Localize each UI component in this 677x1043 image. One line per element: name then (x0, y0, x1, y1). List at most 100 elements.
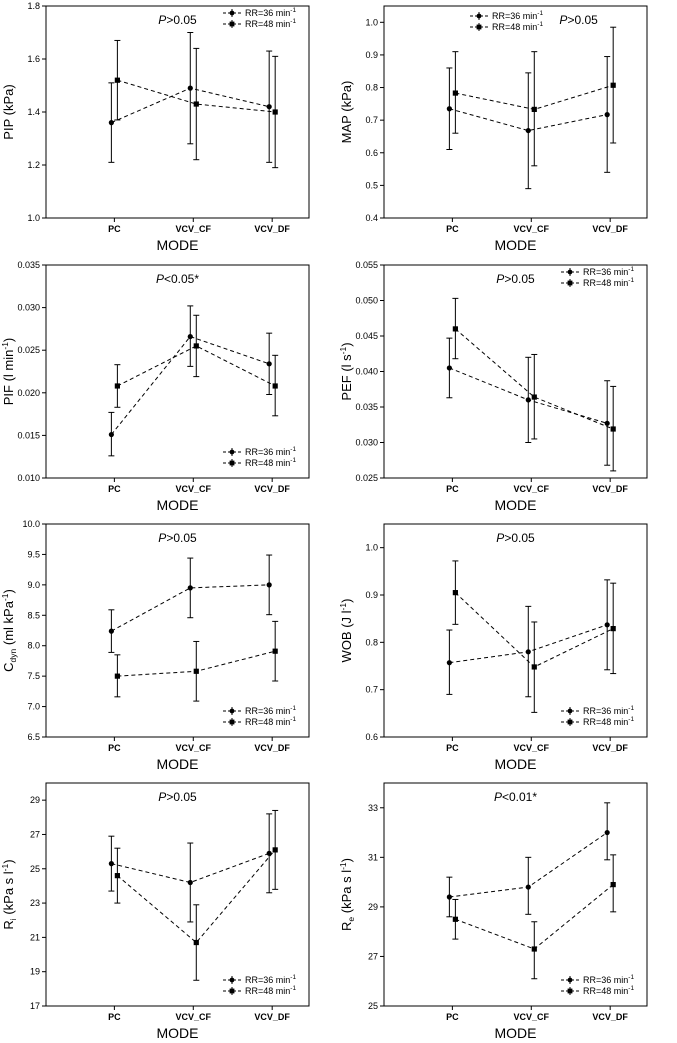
re-legend: RR=36 min-1RR=48 min-1 (561, 974, 634, 996)
pip-point-square (272, 109, 278, 115)
wob-legend: RR=36 min-1RR=48 min-1 (561, 705, 634, 727)
pef-legend-label: RR=48 min-1 (583, 277, 634, 288)
map-ytick-label: 0.4 (365, 213, 378, 223)
re-point-square (610, 881, 616, 888)
map-legend-circle (476, 13, 482, 19)
re-ytick-label: 27 (368, 951, 378, 961)
wob-point-square (610, 626, 616, 632)
wob-point-circle (604, 622, 610, 628)
cdyn-ytick-label: 8.5 (27, 610, 40, 620)
cdyn-legend-label: RR=48 min-1 (245, 716, 296, 727)
cdyn-legend-circle (229, 708, 235, 714)
ri-ytick-label: 21 (30, 932, 40, 942)
ri-legend-label: RR=48 min-1 (245, 985, 296, 996)
pip-xtick-label: VCV_DF (254, 224, 290, 234)
pif-ytick-label: 0.025 (17, 345, 40, 355)
pef-y-axis-title: PEF (l s-1) (338, 342, 354, 400)
re-ytick-label: 29 (368, 902, 378, 912)
pif-point-square (193, 343, 199, 349)
cdyn-xtick-label: VCV_DF (254, 743, 290, 753)
pip-x-axis-title: MODE (157, 237, 199, 253)
pip-ytick-label: 1.8 (27, 1, 40, 11)
pip-point-circle (266, 104, 272, 110)
pif-point-square (272, 383, 278, 389)
ri-legend-circle (229, 977, 235, 983)
wob-point-square (452, 590, 458, 596)
re-legend-square (567, 988, 573, 994)
pip-xtick-label: PC (108, 224, 121, 234)
map-xtick-label: VCV_DF (592, 224, 628, 234)
map-legend-label: RR=36 min-1 (492, 10, 543, 21)
pef-ytick-label: 0.035 (355, 402, 378, 412)
wob-legend-square (567, 719, 573, 725)
pif-y-axis-title: PIF (l min-1) (0, 338, 16, 406)
pef-xtick-label: VCV_DF (592, 484, 628, 494)
pip-legend-label: RR=36 min-1 (245, 7, 296, 18)
re-xtick-label: VCV_DF (592, 1012, 628, 1022)
re-plot-frame (383, 782, 648, 1007)
pip-legend-square (229, 21, 235, 27)
wob-p-value: P>0.05 (496, 531, 535, 545)
re-ytick-label: 31 (368, 852, 378, 862)
cdyn-point-square (193, 668, 199, 674)
pif-plot-frame (45, 264, 310, 479)
cdyn-y-axis-title: Cdyn (ml kPa-1) (0, 589, 18, 672)
ri-p-value: P>0.05 (158, 790, 197, 804)
pip-panel: 1.0 1.2 1.4 1.6 1.8 PC VCV_CF VCV_DF MODE PIP (kP… (1, 1, 310, 253)
cdyn-ytick-label: 7.5 (27, 671, 40, 681)
pef-point-circle (525, 397, 531, 403)
pif-point-square (114, 383, 120, 389)
cdyn-ytick-label: 6.5 (27, 732, 40, 742)
pip-legend: RR=36 min-1RR=48 min-1 (223, 7, 296, 29)
ri-y-axis-title: Ri (kPa s l-1) (0, 859, 18, 929)
cdyn-xtick-label: VCV_CF (176, 743, 212, 753)
ri-ytick-label: 19 (30, 967, 40, 977)
pef-x-axis-title: MODE (495, 497, 537, 513)
pip-y-axis-title: PIP (kPa) (1, 84, 16, 139)
pef-ytick-label: 0.030 (355, 438, 378, 448)
map-point-circle (446, 106, 452, 112)
pip-series-2-line (117, 79, 276, 113)
pef-legend-label: RR=36 min-1 (583, 266, 634, 277)
ri-xtick-label: VCV_DF (254, 1012, 290, 1022)
pef-ytick-label: 0.050 (355, 296, 378, 306)
cdyn-plot-frame (45, 523, 310, 738)
pif-point-circle (187, 333, 193, 340)
map-point-circle (604, 112, 610, 118)
cdyn-point-square (114, 673, 120, 679)
map-xtick-label: VCV_CF (514, 224, 550, 234)
re-y-axis-title: Re (kPa s l-1) (338, 858, 356, 931)
pef-point-circle (446, 365, 452, 371)
cdyn-ytick-label: 10.0 (22, 519, 40, 529)
cdyn-legend-square (229, 719, 235, 725)
pif-x-axis-title: MODE (157, 497, 199, 513)
re-p-value: P<0.01* (494, 790, 537, 804)
pef-legend-circle (567, 269, 573, 275)
ri-legend-label: RR=36 min-1 (245, 974, 296, 985)
cdyn-ytick-label: 9.5 (27, 549, 40, 559)
ri-point-square (272, 847, 278, 853)
map-panel: 0.4 0.5 0.6 0.7 0.8 0.9 1.0 PC VCV_CF VCV_DF MODE M… (339, 5, 648, 253)
wob-ytick-label: 0.7 (365, 685, 378, 695)
re-point-circle (446, 894, 452, 900)
cdyn-ytick-label: 8.0 (27, 641, 40, 651)
pef-ytick-label: 0.045 (355, 331, 378, 341)
map-xtick-label: PC (446, 224, 459, 234)
pip-point-circle (108, 120, 114, 126)
ri-point-square (114, 873, 120, 879)
wob-x-axis-title: MODE (495, 756, 537, 772)
map-series-1-line (449, 108, 608, 132)
wob-legend-label: RR=36 min-1 (583, 705, 634, 716)
pef-ytick-label: 0.055 (355, 260, 378, 270)
map-ytick-label: 0.6 (365, 148, 378, 158)
map-legend-label: RR=48 min-1 (492, 21, 543, 32)
ri-legend-square (229, 988, 235, 994)
cdyn-x-axis-title: MODE (157, 756, 199, 772)
pif-series-2-line (117, 345, 276, 387)
ri-ytick-label: 29 (30, 795, 40, 805)
cdyn-panel: 6.5 7.0 7.5 8.0 8.5 9.0 9.5 10.0 PC VCV_CF VCV_DF M… (0, 519, 310, 772)
wob-point-circle (525, 649, 531, 655)
cdyn-legend-label: RR=36 min-1 (245, 705, 296, 716)
map-point-square (452, 90, 458, 96)
